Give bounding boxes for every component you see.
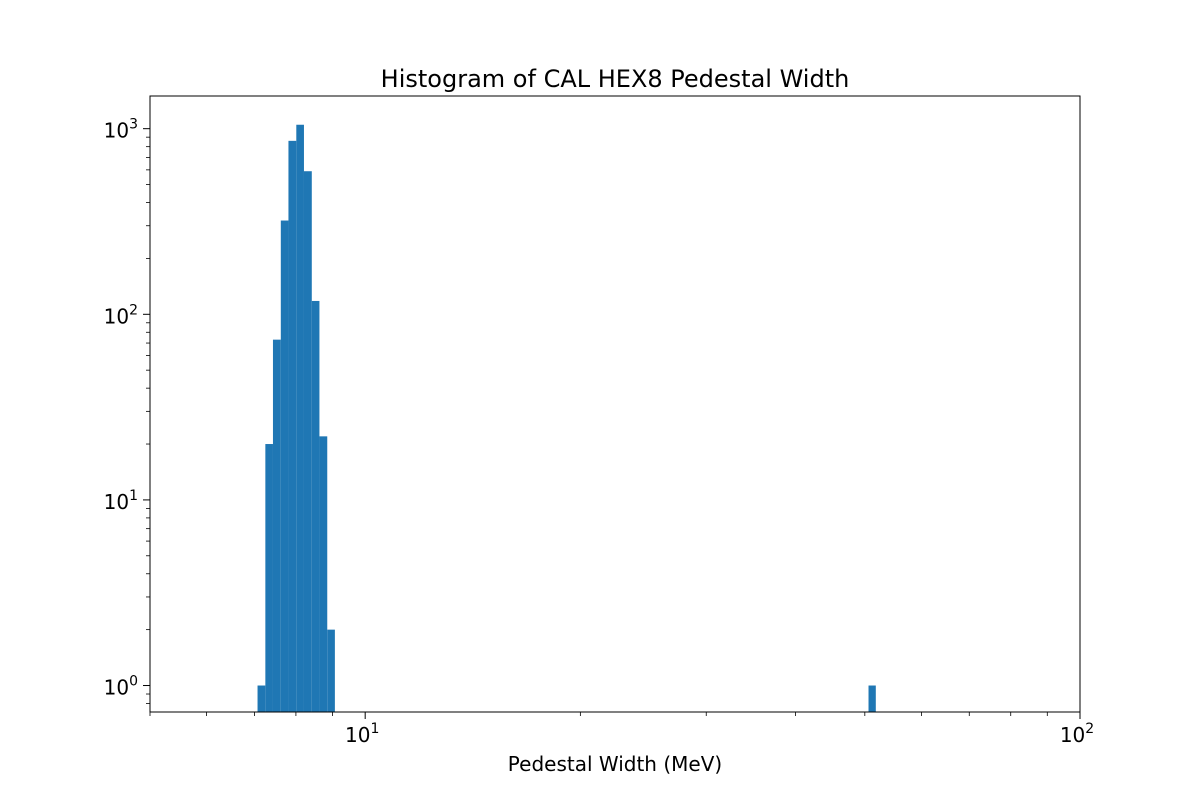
histogram-bar-3 [272, 339, 281, 712]
histogram-bar-11 [868, 685, 876, 712]
y-axis: 100 101 102 103 [104, 117, 150, 704]
x-axis: 101 102 [149, 712, 1094, 747]
x-axis-label: Pedestal Width (MeV) [508, 752, 722, 776]
y-tick-label-2: 101 [104, 488, 138, 514]
histogram-bar-8 [311, 300, 320, 712]
plot-frame [149, 95, 1081, 713]
y-tick-label-3: 102 [104, 302, 138, 328]
chart-title: Histogram of CAL HEX8 Pedestal Width [381, 65, 850, 93]
histogram-bar-9 [319, 436, 328, 712]
y-tick-label-4: 103 [104, 117, 138, 143]
histogram-bar-1 [257, 685, 266, 712]
y-tick-label-1: 100 [104, 674, 138, 700]
histogram-bar-10 [327, 629, 335, 712]
histogram-bar-6 [296, 124, 304, 712]
histogram-bar-2 [265, 444, 273, 712]
histogram-bars [257, 124, 876, 713]
x-tick-label-2: 102 [1060, 721, 1094, 747]
histogram-bar-5 [288, 140, 297, 713]
x-tick-label-1: 101 [345, 721, 379, 747]
histogram-bar-7 [303, 171, 312, 713]
histogram-bar-4 [280, 220, 289, 712]
